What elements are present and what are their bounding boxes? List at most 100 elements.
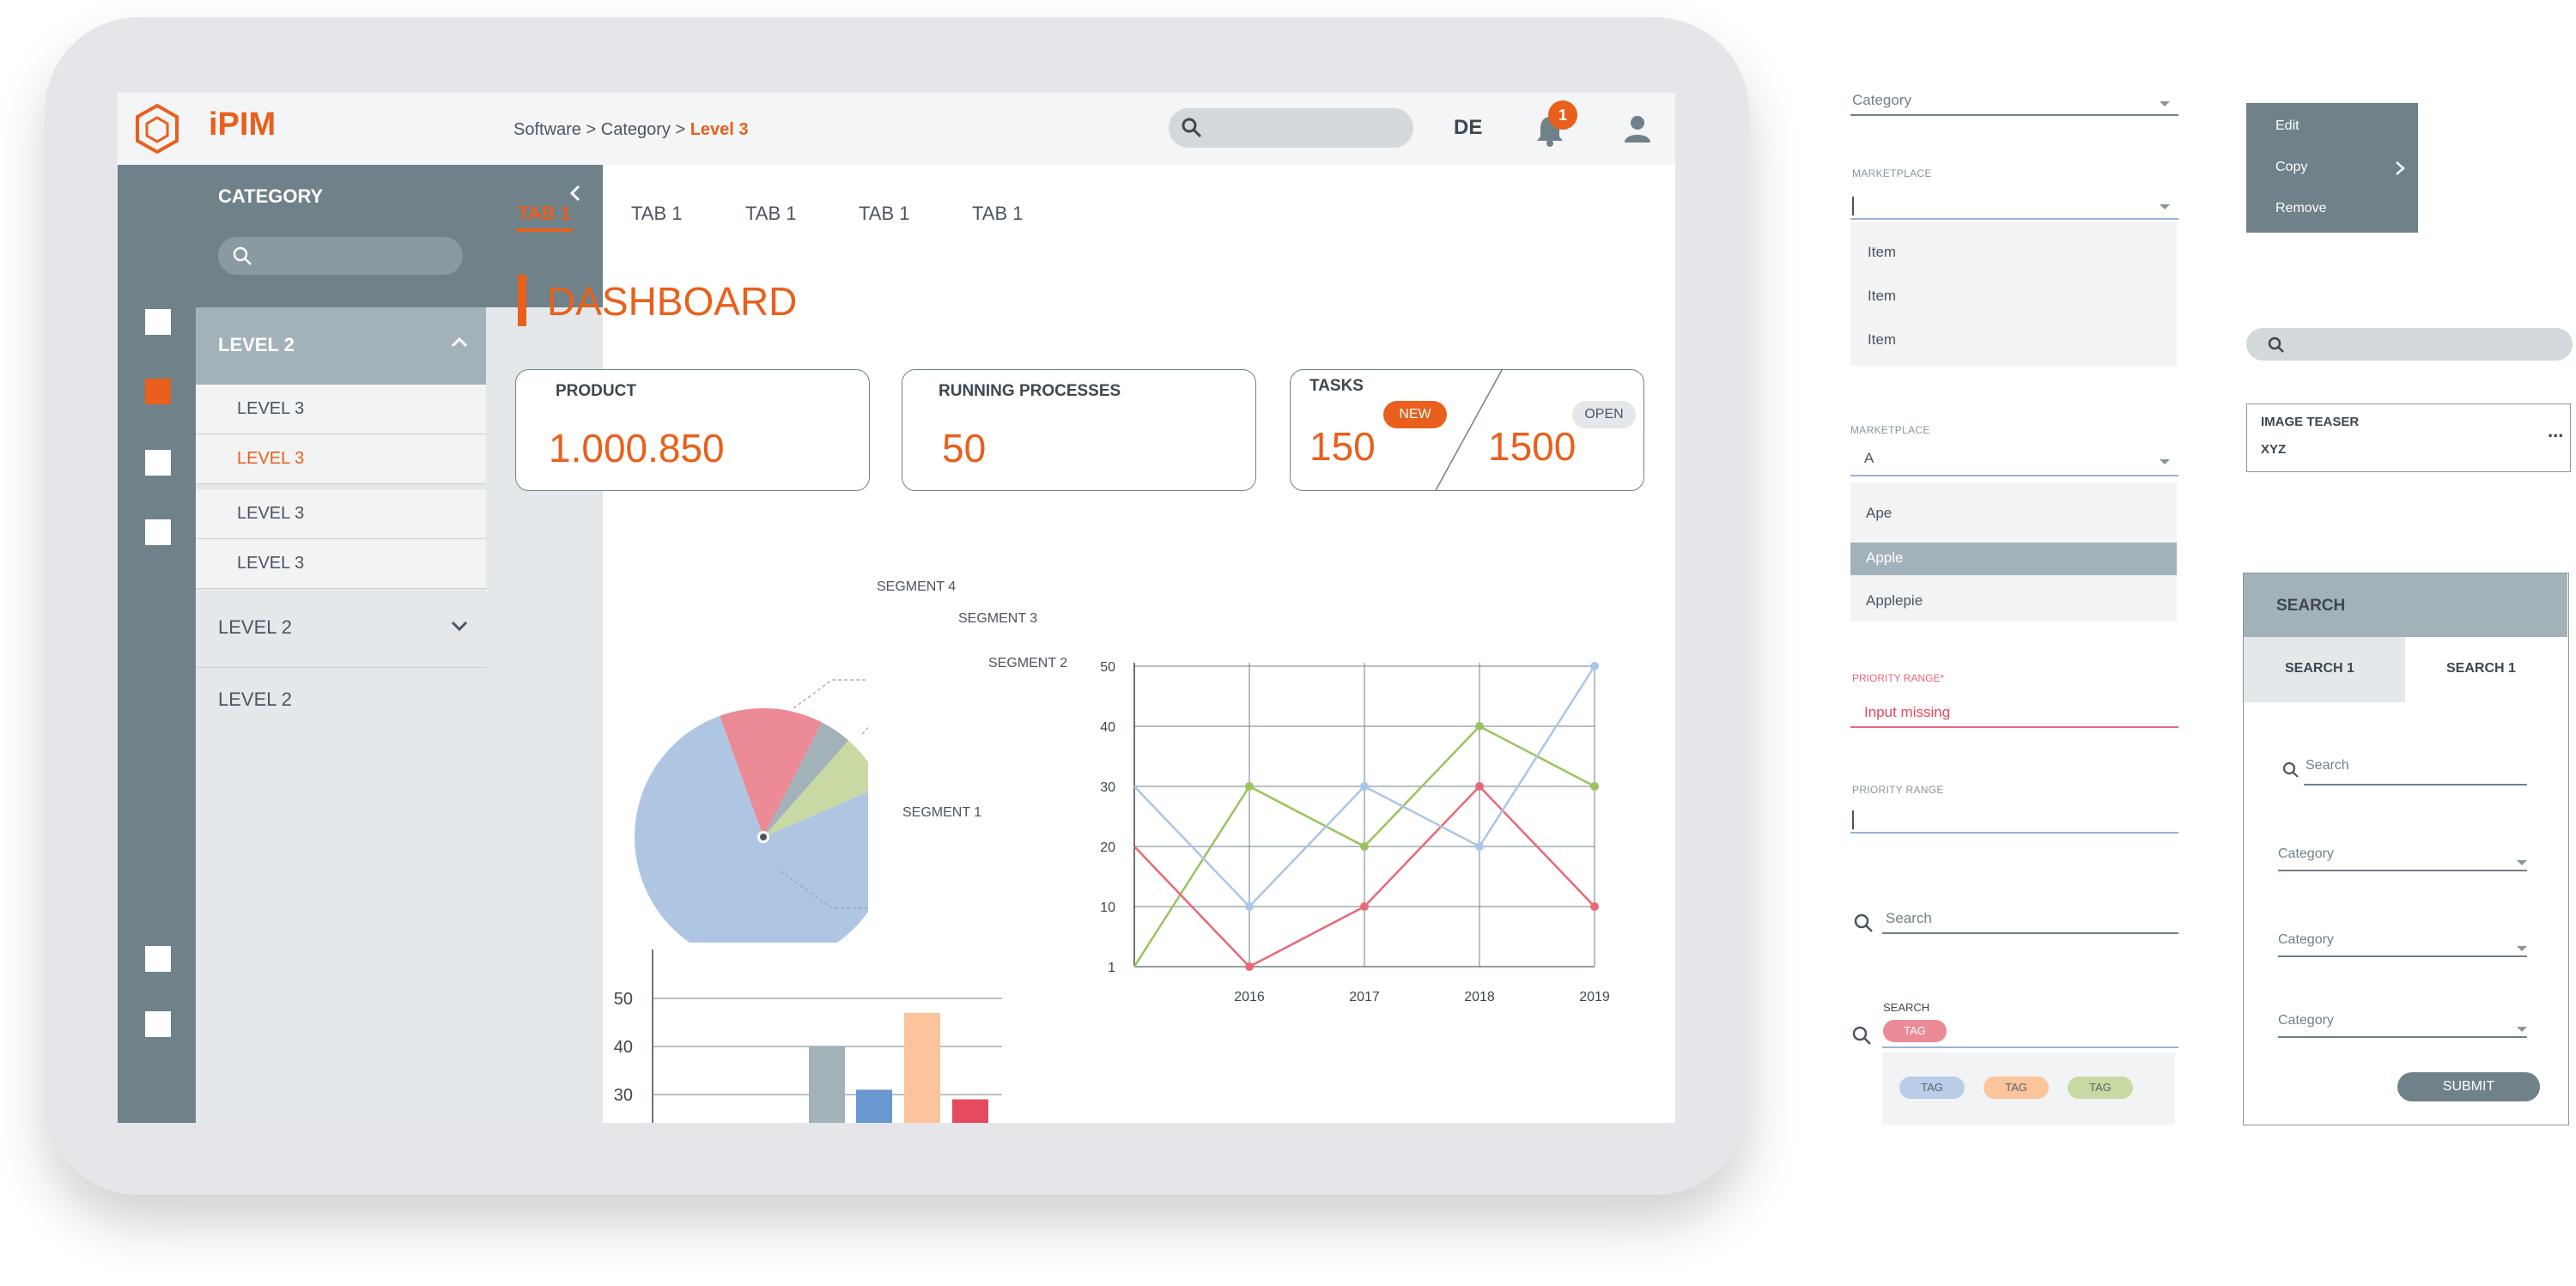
sidebar-item-level3[interactable]: LEVEL 3 <box>196 489 486 539</box>
search-panel-search-input[interactable]: Search <box>2306 758 2349 773</box>
language-switch[interactable]: DE <box>1454 116 1483 139</box>
tab-3[interactable]: TAB 1 <box>745 203 797 224</box>
tab-1-active[interactable]: TAB 1 <box>518 203 571 224</box>
submit-button[interactable]: SUBMIT <box>2397 1072 2540 1101</box>
category-search-input[interactable] <box>218 237 463 275</box>
text-cursor <box>1852 197 1854 215</box>
dropdown-option[interactable]: Item <box>1868 288 1897 304</box>
y-tick-label: 40 <box>614 1038 633 1057</box>
search-field[interactable]: Search <box>1886 910 1932 926</box>
sidebar-item-label: LEVEL 2 <box>218 688 293 710</box>
nav-square-icon[interactable] <box>145 946 171 972</box>
kpi-value: 1.000.850 <box>549 426 725 470</box>
kpi-card-running-processes[interactable]: RUNNING PROCESSES 50 <box>902 369 1256 491</box>
search-panel-tab[interactable]: SEARCH 1 <box>2405 637 2567 702</box>
tag-chip-option[interactable]: TAG <box>2068 1077 2133 1099</box>
dropdown-option[interactable]: Item <box>1868 244 1897 260</box>
search-panel-tab-active[interactable]: SEARCH 1 <box>2244 637 2405 702</box>
y-tick-label: 20 <box>1100 840 1115 855</box>
pie-center-dot <box>760 834 767 840</box>
nav-square-icon-active[interactable] <box>145 379 171 404</box>
more-options-icon[interactable]: ... <box>2548 420 2564 441</box>
image-teaser-card[interactable]: IMAGE TEASER XYZ ... <box>2246 403 2571 472</box>
category-header: CATEGORY <box>196 165 603 307</box>
dropdown-option[interactable]: Item <box>1868 331 1897 348</box>
pie-leader-line <box>780 870 868 909</box>
search-icon <box>2282 761 2299 778</box>
marketplace-select[interactable] <box>1850 193 2178 219</box>
menu-item-edit[interactable]: Edit <box>2275 118 2300 133</box>
pie-slice <box>635 715 868 943</box>
category-dropdown[interactable]: Category <box>2278 932 2334 947</box>
tab-4[interactable]: TAB 1 <box>859 203 910 224</box>
tag-chip-selected[interactable]: TAG <box>1883 1020 1947 1042</box>
sidebar-item-level2-expanded[interactable]: LEVEL 2 <box>196 307 486 385</box>
autocomplete-option[interactable]: Applepie <box>1866 592 1923 609</box>
line-chart: 1 10 20 30 40 50 2016 2017 2018 2019 <box>1100 660 1610 1004</box>
pie-leader-line <box>861 726 868 735</box>
sidebar-item-level3-active[interactable]: LEVEL 3 <box>196 434 486 484</box>
autocomplete-option[interactable]: Ape <box>1866 505 1893 521</box>
tag-chip-option[interactable]: TAG <box>1899 1077 1965 1099</box>
kpi-card-product[interactable]: PRODUCT 1.000.850 <box>515 369 870 491</box>
search-panel-tab-label: SEARCH 1 <box>2285 661 2354 676</box>
sidebar-item-level3[interactable]: LEVEL 3 <box>196 385 486 434</box>
sidebar-item-level3[interactable]: LEVEL 3 <box>196 539 486 589</box>
bar <box>904 1012 940 1123</box>
pill-search-input[interactable] <box>2246 328 2573 361</box>
tasks-new-value: 150 <box>1309 424 1376 469</box>
pie-label-segment-3: SEGMENT 3 <box>958 611 1038 626</box>
caret-down-icon <box>2517 1027 2527 1032</box>
breadcrumb-software[interactable]: Software <box>513 120 581 139</box>
category-dropdown-label[interactable]: Category <box>1852 92 1911 108</box>
nav-square-icon[interactable] <box>145 1011 171 1037</box>
kpi-card-tasks[interactable]: TASKS NEW 150 OPEN 1500 <box>1290 369 1644 491</box>
dropdown-underline <box>2278 870 2527 871</box>
series-point <box>1245 962 1254 971</box>
tag-chip-option[interactable]: TAG <box>1984 1077 2049 1099</box>
menu-item-remove[interactable]: Remove <box>2275 201 2327 215</box>
dropdown-underline <box>2278 1036 2527 1038</box>
priority-range-error[interactable]: Input missing <box>1864 704 1951 720</box>
priority-range-input[interactable] <box>1850 807 2178 833</box>
marketplace-label: MARKETPLACE <box>1852 167 1932 179</box>
kpi-label: RUNNING PROCESSES <box>939 382 1121 400</box>
category-title: CATEGORY <box>218 185 324 207</box>
kpi-label: TASKS <box>1309 377 1364 395</box>
tab-2[interactable]: TAB 1 <box>631 203 683 224</box>
sidebar-item-level2[interactable]: LEVEL 2 <box>196 589 486 668</box>
dropdown-underline <box>2278 955 2527 957</box>
x-tick-label: 2017 <box>1349 990 1380 1004</box>
breadcrumb-separator: > <box>586 120 597 139</box>
tasks-divider <box>1435 370 1503 490</box>
global-search-input[interactable] <box>1169 108 1413 148</box>
tab-5[interactable]: TAB 1 <box>972 203 1024 224</box>
autocomplete-option-selected[interactable]: Apple <box>1866 549 1904 566</box>
sidebar-item-level2[interactable]: LEVEL 2 <box>196 668 486 728</box>
dropdown-underline <box>1850 218 2178 220</box>
series-point <box>1590 902 1599 911</box>
category-dropdown[interactable]: Category <box>2278 846 2334 861</box>
y-tick-label: 10 <box>1100 901 1115 915</box>
pie-chart <box>635 679 868 943</box>
menu-item-copy[interactable]: Copy <box>2275 160 2308 174</box>
series-point <box>1590 782 1599 791</box>
nav-square-icon[interactable] <box>145 450 171 476</box>
search-icon <box>1852 1026 1871 1045</box>
user-icon[interactable] <box>1622 113 1653 144</box>
y-tick-label: 50 <box>614 990 633 1009</box>
dropdown-underline <box>1850 475 2178 476</box>
search-panel-tab-label: SEARCH 1 <box>2446 661 2516 676</box>
active-tab-underline <box>516 228 573 232</box>
pie-slice <box>720 708 823 837</box>
marketplace-value[interactable]: A <box>1864 450 1874 466</box>
y-tick-label: 1 <box>1108 961 1115 975</box>
search-panel-title: SEARCH <box>2276 597 2346 615</box>
category-dropdown[interactable]: Category <box>2278 1013 2334 1028</box>
breadcrumb-category[interactable]: Category <box>600 120 671 139</box>
image-teaser-title: IMAGE TEASER <box>2261 415 2360 429</box>
y-tick-label: 40 <box>1100 720 1115 735</box>
collapse-chevron-icon[interactable] <box>568 184 582 203</box>
nav-square-icon[interactable] <box>145 519 171 545</box>
nav-square-icon[interactable] <box>145 309 171 335</box>
